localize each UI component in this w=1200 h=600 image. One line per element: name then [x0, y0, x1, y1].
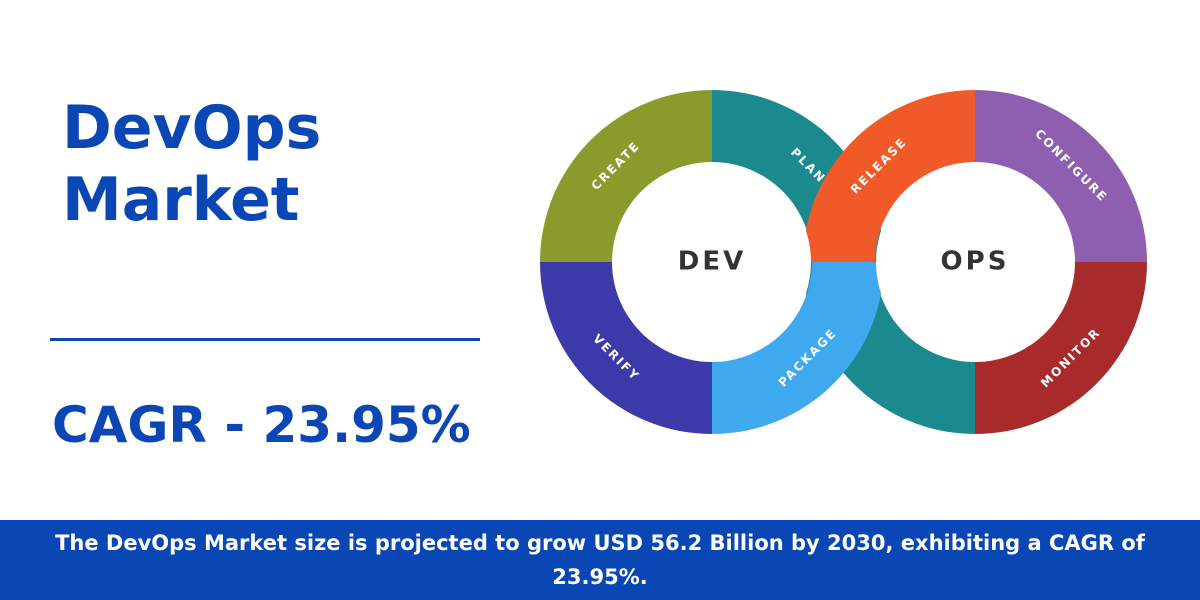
ring-center — [613, 163, 811, 361]
ring-segment — [803, 90, 975, 262]
ring-segment — [975, 90, 1147, 262]
cagr: CAGR - 23.95% — [52, 396, 471, 454]
ring-segment — [540, 90, 712, 262]
ring-label: DEV — [678, 247, 746, 277]
devops-diagram: DEV OPS CREATE PLAN PACKAGE VERIFY RELEA… — [540, 90, 1147, 434]
ring-segment — [540, 262, 712, 434]
title: DevOps Market — [62, 92, 321, 236]
footer: The DevOps Market size is projected to g… — [0, 520, 1200, 600]
title-line: DevOps — [62, 93, 322, 163]
divider — [50, 338, 480, 341]
ring-label: OPS — [941, 247, 1010, 277]
ring-center — [876, 163, 1074, 361]
ring-segment — [712, 262, 884, 434]
ring-segment — [975, 262, 1147, 434]
title-line: Market — [62, 165, 300, 235]
